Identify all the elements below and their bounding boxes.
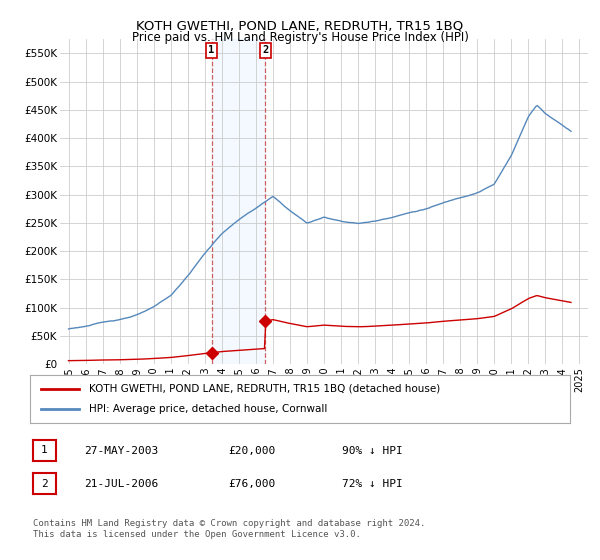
Text: Contains HM Land Registry data © Crown copyright and database right 2024.
This d: Contains HM Land Registry data © Crown c…: [33, 520, 425, 539]
Text: £20,000: £20,000: [228, 446, 275, 456]
Text: Price paid vs. HM Land Registry's House Price Index (HPI): Price paid vs. HM Land Registry's House …: [131, 31, 469, 44]
Bar: [212, 39, 265, 364]
Text: 90% ↓ HPI: 90% ↓ HPI: [342, 446, 403, 456]
Text: 1: 1: [41, 445, 48, 455]
Text: KOTH GWETHI, POND LANE, REDRUTH, TR15 1BQ: KOTH GWETHI, POND LANE, REDRUTH, TR15 1B…: [136, 20, 464, 32]
Text: 21-JUL-2006: 21-JUL-2006: [84, 479, 158, 489]
Text: 72% ↓ HPI: 72% ↓ HPI: [342, 479, 403, 489]
Text: £76,000: £76,000: [228, 479, 275, 489]
Text: 2: 2: [262, 45, 268, 55]
Text: 1: 1: [208, 45, 215, 55]
Text: 2: 2: [41, 479, 48, 489]
Text: 27-MAY-2003: 27-MAY-2003: [84, 446, 158, 456]
Text: KOTH GWETHI, POND LANE, REDRUTH, TR15 1BQ (detached house): KOTH GWETHI, POND LANE, REDRUTH, TR15 1B…: [89, 384, 440, 394]
Text: HPI: Average price, detached house, Cornwall: HPI: Average price, detached house, Corn…: [89, 404, 328, 414]
